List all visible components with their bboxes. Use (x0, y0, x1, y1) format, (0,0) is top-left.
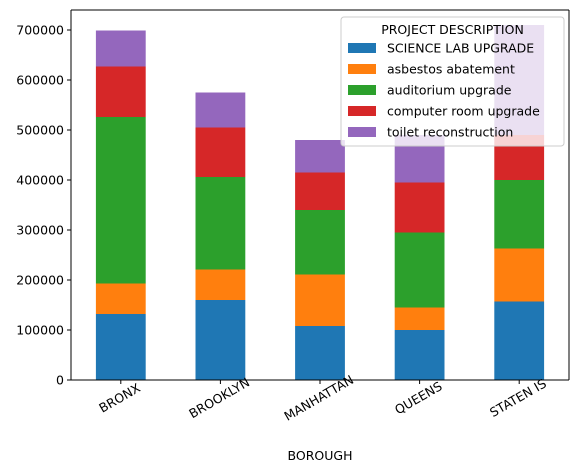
bar-queens-series-1 (395, 308, 445, 331)
x-axis-title: BOROUGH (288, 448, 353, 463)
legend-label: SCIENCE LAB UPGRADE (387, 41, 534, 56)
bar-bronx-series-4 (96, 31, 146, 67)
legend-swatch (348, 85, 376, 95)
legend-label: computer room upgrade (387, 104, 540, 119)
y-tick-label: 700000 (16, 23, 64, 38)
bar-manhattan-series-1 (295, 275, 345, 327)
bar-brooklyn-series-3 (196, 128, 246, 178)
y-tick-label: 500000 (16, 123, 64, 138)
x-tick-label: QUEENS (392, 378, 445, 417)
y-tick-label: 100000 (16, 323, 64, 338)
bar-bronx-series-0 (96, 314, 146, 380)
bar-queens-series-0 (395, 330, 445, 380)
bar-manhattan-series-4 (295, 140, 345, 173)
bar-brooklyn-series-0 (196, 300, 246, 380)
legend-swatch (348, 106, 376, 116)
legend-swatch (348, 64, 376, 74)
legend-label: asbestos abatement (387, 62, 515, 77)
bar-bronx-series-2 (96, 117, 146, 284)
legend-swatch (348, 43, 376, 53)
y-tick-label: 600000 (16, 73, 64, 88)
legend-swatch (348, 127, 376, 137)
bar-bronx-series-3 (96, 67, 146, 118)
y-tick-label: 300000 (16, 223, 64, 238)
bar-bronx-series-1 (96, 284, 146, 315)
bar-staten-is-series-2 (494, 180, 544, 249)
bar-queens-series-2 (395, 233, 445, 308)
x-tick-label: BRONX (96, 380, 143, 416)
bar-staten-is-series-0 (494, 302, 544, 381)
x-tick-label: STATEN IS (487, 376, 549, 420)
legend: PROJECT DESCRIPTION SCIENCE LAB UPGRADE as… (341, 17, 564, 146)
bar-brooklyn-series-4 (196, 93, 246, 128)
bar-brooklyn-series-1 (196, 270, 246, 301)
x-tick-label: BROOKLYN (186, 374, 252, 421)
bar-manhattan-series-2 (295, 210, 345, 275)
bar-manhattan-series-0 (295, 326, 345, 380)
legend-title: PROJECT DESCRIPTION (381, 22, 524, 37)
y-tick-label: 0 (56, 373, 64, 388)
y-tick-label: 400000 (16, 173, 64, 188)
bar-staten-is-series-1 (494, 249, 544, 302)
bar-brooklyn-series-2 (196, 177, 246, 270)
bar-queens-series-3 (395, 183, 445, 233)
legend-label: toilet reconstruction (387, 125, 513, 140)
legend-label: auditorium upgrade (387, 83, 512, 98)
bar-manhattan-series-3 (295, 173, 345, 211)
y-tick-label: 200000 (16, 273, 64, 288)
